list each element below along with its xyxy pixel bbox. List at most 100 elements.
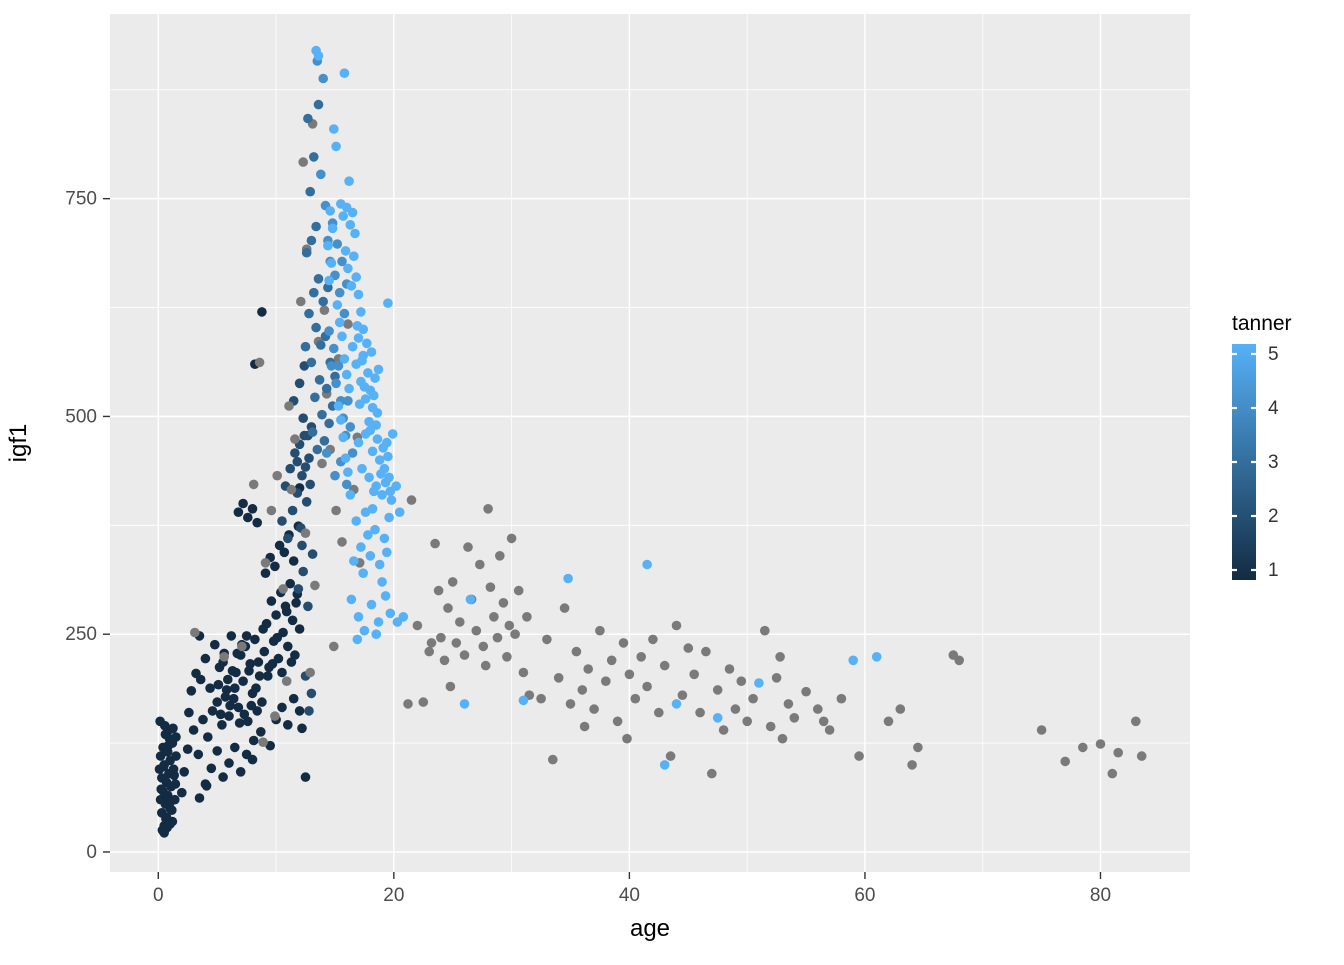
data-point xyxy=(333,401,344,411)
data-point xyxy=(373,617,384,627)
data-point xyxy=(167,805,177,815)
data-point xyxy=(287,505,298,516)
data-point xyxy=(305,667,316,678)
data-point xyxy=(285,463,296,474)
data-point xyxy=(329,343,339,354)
data-point xyxy=(363,368,373,378)
data-point xyxy=(913,742,923,753)
data-point xyxy=(247,504,258,514)
data-point xyxy=(378,443,389,453)
x-tick-label: 40 xyxy=(619,885,640,906)
data-point xyxy=(683,643,694,653)
data-point xyxy=(384,512,394,523)
data-point xyxy=(324,275,334,286)
axes: 0 20 40 60 80 0 250 500 750 xyxy=(65,189,1111,906)
data-point xyxy=(224,711,234,721)
data-point xyxy=(329,641,339,652)
x-tick-label: 0 xyxy=(153,885,164,906)
data-point xyxy=(318,296,329,307)
data-point xyxy=(636,652,646,662)
data-point xyxy=(165,796,176,807)
data-point xyxy=(344,176,354,186)
data-point xyxy=(305,186,316,197)
data-point xyxy=(272,632,283,643)
data-point xyxy=(171,751,181,761)
data-point xyxy=(495,551,505,561)
data-point xyxy=(230,742,240,753)
data-point xyxy=(290,434,300,444)
data-point xyxy=(379,533,390,544)
data-point xyxy=(365,425,376,436)
data-point xyxy=(343,319,353,329)
data-point xyxy=(589,704,599,714)
data-point xyxy=(359,625,370,636)
data-point xyxy=(296,296,306,307)
data-point xyxy=(329,124,339,134)
data-point xyxy=(338,211,349,221)
data-point xyxy=(312,444,323,455)
data-point xyxy=(518,695,529,706)
data-point xyxy=(346,281,357,291)
data-point xyxy=(387,429,398,439)
data-point xyxy=(383,298,393,309)
data-point xyxy=(478,641,489,652)
data-point xyxy=(261,618,272,629)
data-point xyxy=(306,688,317,699)
data-point xyxy=(210,639,220,650)
data-point xyxy=(160,720,170,731)
data-point xyxy=(344,383,354,394)
data-point xyxy=(219,652,229,662)
data-point xyxy=(343,396,353,406)
data-point xyxy=(284,401,294,411)
data-point xyxy=(300,462,311,472)
data-point xyxy=(205,683,215,693)
data-point xyxy=(190,627,200,638)
data-point xyxy=(451,638,462,648)
data-point xyxy=(583,664,593,674)
data-point xyxy=(260,568,271,578)
data-point xyxy=(257,697,267,707)
data-point xyxy=(695,707,705,718)
data-point xyxy=(177,787,187,798)
data-point xyxy=(304,706,314,716)
legend-break-label: 4 xyxy=(1268,398,1279,419)
legend-break-label: 5 xyxy=(1268,344,1279,365)
data-point xyxy=(485,582,496,592)
data-point xyxy=(321,383,332,394)
data-point xyxy=(323,240,333,251)
data-point xyxy=(301,247,312,258)
data-point xyxy=(325,206,336,216)
data-point xyxy=(748,693,758,704)
data-point xyxy=(293,584,304,594)
data-point xyxy=(324,418,334,429)
data-point xyxy=(334,317,345,328)
data-point xyxy=(313,51,324,61)
data-point xyxy=(226,631,237,641)
data-point xyxy=(380,591,391,601)
data-point xyxy=(366,347,377,357)
data-point xyxy=(340,453,351,464)
data-point xyxy=(300,341,311,352)
data-point xyxy=(385,608,396,619)
data-point xyxy=(272,470,283,481)
data-point xyxy=(285,578,296,589)
data-point xyxy=(333,361,344,371)
data-point xyxy=(343,263,353,274)
data-point xyxy=(338,432,349,443)
data-point xyxy=(718,725,729,735)
data-point xyxy=(270,711,280,721)
data-point xyxy=(165,819,175,829)
data-point xyxy=(907,760,917,770)
data-point xyxy=(372,434,383,444)
data-point xyxy=(356,542,366,552)
data-point xyxy=(433,585,444,596)
data-point xyxy=(227,666,238,676)
data-point xyxy=(369,486,379,497)
data-point xyxy=(347,341,358,352)
data-point xyxy=(459,650,470,660)
data-point xyxy=(380,477,391,488)
data-point xyxy=(244,666,254,676)
data-point xyxy=(754,678,764,688)
data-point xyxy=(290,448,300,458)
data-point xyxy=(818,716,829,727)
